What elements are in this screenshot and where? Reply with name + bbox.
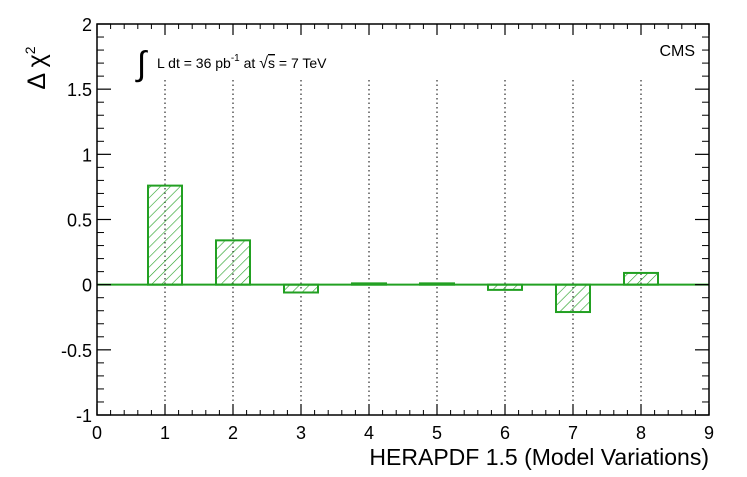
x-tick-label-4: 4 (364, 423, 374, 443)
x-tick-label-5: 5 (432, 423, 442, 443)
bar-3 (283, 283, 319, 294)
x-tick-label-1: 1 (160, 423, 170, 443)
x-axis-label: HERAPDF 1.5 (Model Variations) (369, 444, 709, 470)
y-tick-label-1.5: 1.5 (67, 80, 92, 100)
lumi-sup: -1 (231, 53, 240, 64)
x-tick-label-7: 7 (568, 423, 578, 443)
lumi-text-a: L dt = 36 pb (157, 55, 231, 71)
y-tick-label--0.5: -0.5 (61, 341, 92, 361)
y-tick-label-1: 1 (82, 145, 92, 165)
y-axis-ticks: -1 -0.5 0 0.5 1 1.5 2 (61, 15, 709, 426)
plot-frame (96, 23, 710, 416)
bar-7 (555, 283, 591, 314)
x-tick-label-6: 6 (500, 423, 510, 443)
x-tick-label-2: 2 (228, 423, 238, 443)
y-tick-label-0: 0 (82, 276, 92, 296)
lumi-annotation: L dt = 36 pb-1 at √s = 7 TeV (157, 53, 327, 72)
y-axis-label-main: Δ χ (23, 54, 51, 89)
bars (147, 184, 659, 314)
x-tick-label-0: 0 (92, 423, 102, 443)
bar-8 (623, 271, 659, 286)
y-tick-label-0.5: 0.5 (67, 211, 92, 231)
y-axis-label-sup: 2 (22, 46, 38, 54)
lumi-sqrt: √ (259, 55, 268, 72)
lumi-text-c: = 7 TeV (275, 55, 327, 71)
experiment-label: CMS (659, 43, 695, 60)
x-tick-label-3: 3 (296, 423, 306, 443)
lumi-text-b: at (240, 55, 259, 71)
lumi-s: s (268, 55, 275, 71)
x-tick-label-8: 8 (636, 423, 646, 443)
lumi-integral-sign: ∫ (135, 45, 148, 83)
bar-2 (215, 239, 251, 286)
y-axis-label: Δ χ2 (22, 46, 51, 89)
x-axis-ticks: 0 1 2 3 4 5 6 7 8 9 (92, 24, 714, 443)
x-tick-label-9: 9 (704, 423, 714, 443)
bar-1 (147, 184, 183, 286)
y-tick-label-2: 2 (82, 15, 92, 35)
y-tick-label--1: -1 (76, 406, 92, 426)
